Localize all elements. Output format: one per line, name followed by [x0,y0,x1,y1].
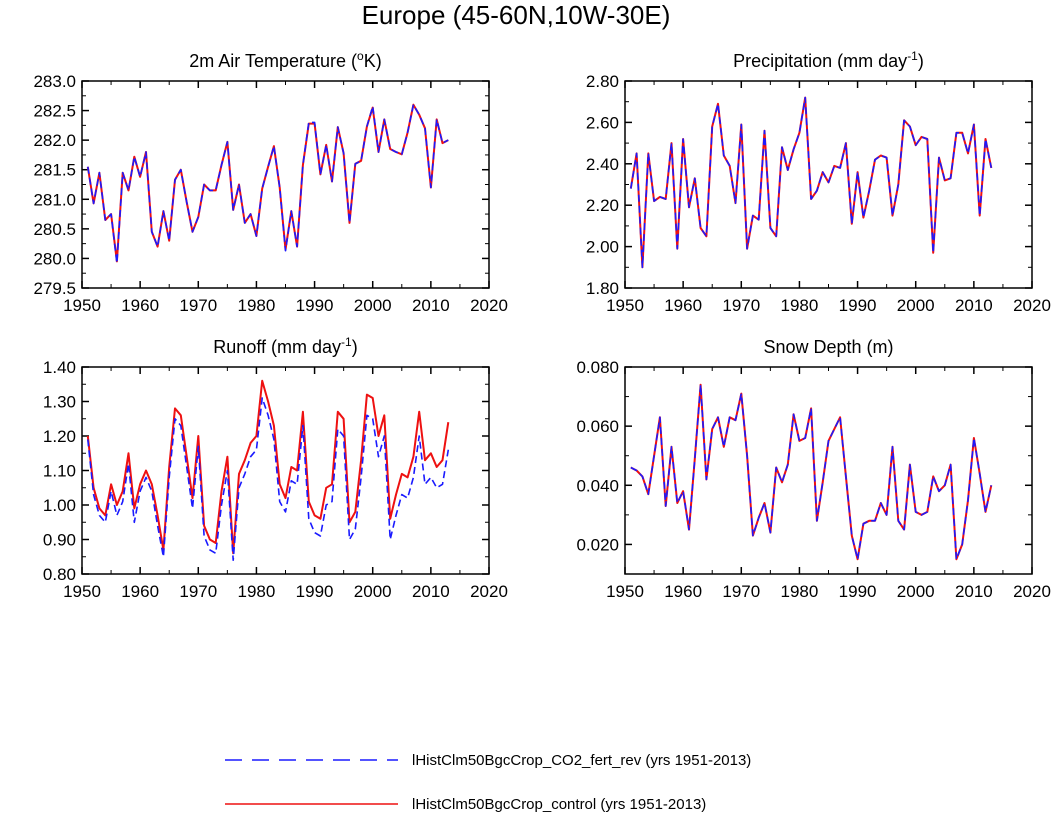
air-temperature-xtick-label: 2020 [470,296,508,315]
panel-precipitation: Precipitation (mm day-1) 1950 1960 1970 1980… [586,49,1051,315]
runoff-xtick-label: 2000 [354,582,392,601]
runoff-title-end: ) [352,337,358,357]
air-temperature-ytick-label: 281.5 [33,161,76,180]
runoff-ytick-label: 1.20 [43,427,76,446]
snow-depth-xtick-label: 1960 [664,582,702,601]
air-temperature-ytick-label: 283.0 [33,72,76,91]
air-temperature-ytick-label: 282.0 [33,131,76,150]
air-temperature-ytick-label: 281.0 [33,190,76,209]
runoff-xtick-label: 2020 [470,582,508,601]
precipitation-xtick-label: 1950 [606,296,644,315]
air-temperature-ytick-label: 279.5 [33,279,76,298]
air-temperature-xtick-label: 1980 [238,296,276,315]
snow-depth-series-co2-fert-rev-line [630,383,993,561]
runoff-plot-frame [81,366,490,575]
runoff-ytick-label: 1.10 [43,462,76,481]
snow-depth-xtick-label: 1970 [722,582,760,601]
snow-depth-title-text: Snow Depth (m) [763,337,893,357]
precipitation-ytick-label: 1.80 [586,279,619,298]
snow-depth-xtick-label: 1990 [839,582,877,601]
panel-air-temperature: 2m Air Temperature (oK) 1950 1960 1970 1980 1… [33,49,507,315]
air-temperature-ytick-label: 282.5 [33,102,76,121]
precipitation-xtick-label: 2020 [1013,296,1051,315]
runoff-xtick-label: 1950 [63,582,101,601]
precipitation-title-end: ) [918,51,924,71]
legend: lHistClm50BgcCrop_CO2_fert_rev (yrs 1951… [225,752,751,813]
snow-depth-title: Snow Depth (m) [763,337,893,357]
air-temperature-plot-frame [81,80,490,289]
air-temperature-title: 2m Air Temperature (oK) [189,49,381,71]
air-temperature-ytick-label: 280.0 [33,249,76,268]
air-temperature-xtick-label: 2000 [354,296,392,315]
runoff-ytick-label: 0.90 [43,531,76,550]
figure-title: Europe (45-60N,10W-30E) [362,0,671,30]
runoff-xtick-label: 1990 [296,582,334,601]
precipitation-title: Precipitation (mm day-1) [733,49,924,71]
precipitation-ytick-label: 2.00 [586,238,619,257]
runoff-xtick-label: 1960 [121,582,159,601]
air-temperature-title-end: K) [364,51,382,71]
precipitation-ytick-label: 2.60 [586,113,619,132]
snow-depth-xtick-label: 2020 [1013,582,1051,601]
legend-label-control: lHistClm50BgcCrop_control (yrs 1951-2013… [412,796,706,813]
runoff-xtick-label: 1980 [238,582,276,601]
runoff-title: Runoff (mm day-1) [213,335,357,357]
snow-depth-xtick-label: 1950 [606,582,644,601]
runoff-series-control-line [86,379,450,555]
runoff-ytick-label: 1.00 [43,496,76,515]
runoff-title-superscript: -1 [341,335,352,349]
air-temperature-series-co2-fert-rev-line [87,103,449,265]
precipitation-ytick-label: 2.20 [586,196,619,215]
precipitation-xtick-label: 1960 [664,296,702,315]
runoff-ytick-label: 0.80 [43,565,76,584]
snow-depth-ytick-label: 0.060 [576,417,619,436]
runoff-title-text: Runoff (mm day [213,337,341,357]
snow-depth-ytick-label: 0.020 [576,535,619,554]
snow-depth-ytick-label: 0.040 [576,476,619,495]
air-temperature-title-text: 2m Air Temperature ( [189,51,357,71]
precipitation-xtick-label: 1980 [781,296,819,315]
panel-snow-depth: Snow Depth (m) 1950 1960 1970 1980 1990 2000 20… [576,337,1050,601]
precipitation-xtick-label: 1970 [722,296,760,315]
panel-runoff: Runoff (mm day-1) 1950 1960 1970 1980 1990 200… [43,335,508,601]
air-temperature-title-superscript: o [357,49,364,63]
snow-depth-xtick-label: 2010 [955,582,993,601]
runoff-series-co2-fert-rev-line [87,397,450,562]
air-temperature-xtick-label: 1990 [296,296,334,315]
air-temperature-xtick-label: 1950 [63,296,101,315]
snow-depth-xtick-label: 2000 [897,582,935,601]
legend-label-co2-fert-rev: lHistClm50BgcCrop_CO2_fert_rev (yrs 1951… [412,752,751,769]
snow-depth-xtick-label: 1980 [781,582,819,601]
precipitation-series-co2-fert-rev-line [630,96,993,269]
precipitation-ytick-label: 2.80 [586,72,619,91]
runoff-xtick-label: 1970 [179,582,217,601]
precipitation-title-superscript: -1 [907,49,918,63]
air-temperature-series-control-line [86,103,449,263]
precipitation-ytick-label: 2.40 [586,155,619,174]
air-temperature-ytick-label: 280.5 [33,220,76,239]
air-temperature-xtick-label: 1960 [121,296,159,315]
precipitation-title-text: Precipitation (mm day [733,51,907,71]
precipitation-xtick-label: 1990 [839,296,877,315]
runoff-xtick-label: 2010 [412,582,450,601]
precipitation-xtick-label: 2000 [897,296,935,315]
runoff-ytick-label: 1.40 [43,358,76,377]
runoff-ytick-label: 1.30 [43,393,76,412]
precipitation-xtick-label: 2010 [955,296,993,315]
snow-depth-ytick-label: 0.080 [576,358,619,377]
air-temperature-xtick-label: 2010 [412,296,450,315]
air-temperature-xtick-label: 1970 [179,296,217,315]
